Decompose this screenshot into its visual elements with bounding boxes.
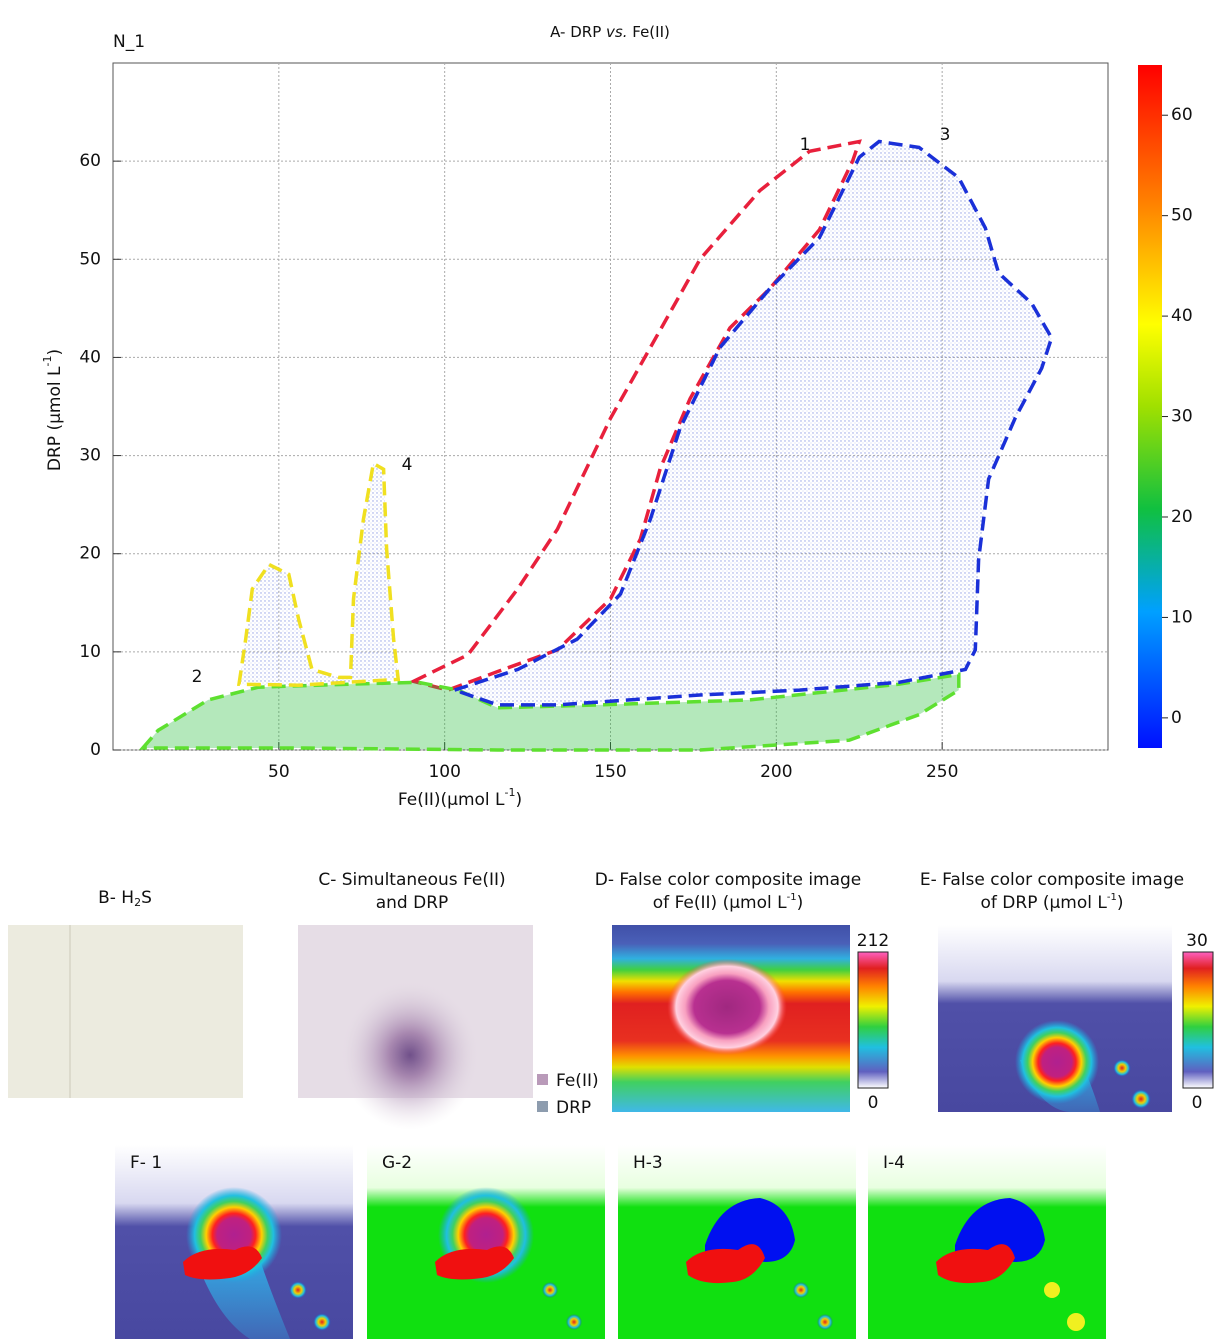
panel-title: D- False color composite image xyxy=(595,870,862,890)
region-outline xyxy=(138,672,961,752)
colorbar-tick-label: 50 xyxy=(1171,206,1193,226)
x-tick-label: 200 xyxy=(760,762,792,782)
image-detail xyxy=(1015,1020,1099,1104)
y-tick-label: 50 xyxy=(79,249,101,269)
colorbar-tick-label: 40 xyxy=(1171,306,1193,326)
panel-title-text: ) xyxy=(797,893,804,913)
panel-title-text: of DRP (µmol L xyxy=(981,893,1108,913)
panel-title: E- False color composite image xyxy=(920,870,1184,890)
subpanel-label: G-2 xyxy=(382,1153,412,1173)
image-detail xyxy=(936,1244,1015,1284)
panel-title: and DRP xyxy=(376,893,449,913)
panel-title-text: of Fe(II) (µmol L xyxy=(653,893,787,913)
colorbar xyxy=(857,951,889,1089)
image-h2s xyxy=(8,925,243,1098)
y-tick-label: 60 xyxy=(79,151,101,171)
legend-label: DRP xyxy=(556,1098,591,1118)
colorbar xyxy=(1138,65,1162,748)
x-tick-label: 250 xyxy=(926,762,958,782)
axis-label-sup: -1 xyxy=(41,356,54,367)
title-text: A- DRP xyxy=(550,23,606,41)
image-detail xyxy=(340,980,480,1130)
image-detail xyxy=(542,1282,558,1298)
colorbar-label: 0 xyxy=(868,1093,879,1113)
image-detail xyxy=(817,1314,833,1330)
y-tick-label: 20 xyxy=(79,544,101,564)
subpanel-label: I-4 xyxy=(883,1153,905,1173)
legend-swatch xyxy=(537,1074,548,1085)
region-outline xyxy=(408,139,862,692)
subpanel-label: H-3 xyxy=(633,1153,663,1173)
image-detail xyxy=(1044,1282,1060,1298)
image-detail xyxy=(566,1314,582,1330)
colorbar-label: 212 xyxy=(857,931,889,951)
panel-title-text: S xyxy=(141,888,152,908)
y-tick-label: 10 xyxy=(79,642,101,662)
x-tick-label: 50 xyxy=(268,762,290,782)
image-detail xyxy=(313,1313,331,1331)
axis-label-text: ) xyxy=(45,349,65,356)
image-detail xyxy=(1067,1313,1085,1331)
image-detail xyxy=(705,1198,795,1262)
image-detail xyxy=(955,1198,1045,1262)
chart-title: A- DRP vs. Fe(II) xyxy=(550,23,670,41)
axis-label-sup: -1 xyxy=(505,786,516,799)
x-tick-label: 100 xyxy=(428,762,460,782)
panel-title: B- H2S xyxy=(98,888,152,909)
y-axis-label: DRP (µmol L-1) xyxy=(41,349,65,471)
colorbar-tick-label: 0 xyxy=(1171,708,1182,728)
region-label: 3 xyxy=(940,125,951,145)
image-detail xyxy=(793,1282,809,1298)
subpanel-label: F- 1 xyxy=(130,1153,162,1173)
image-detail xyxy=(686,1244,765,1284)
axis-label-text: ) xyxy=(515,790,522,810)
colorbar-label: 30 xyxy=(1186,931,1208,951)
region-label: 2 xyxy=(192,667,203,687)
region-label: 1 xyxy=(800,135,811,155)
region-outline xyxy=(449,139,1054,707)
image-detail xyxy=(667,959,787,1055)
scatter-plot: N_1 A- DRP vs. Fe(II) Fe(II)(µmol L-1) D… xyxy=(41,23,1193,811)
colorbar-label: 0 xyxy=(1192,1093,1203,1113)
image-detail xyxy=(1113,1059,1131,1077)
panel-title-sub: 2 xyxy=(134,896,141,909)
panel-label: N_1 xyxy=(113,32,145,52)
image-detail xyxy=(183,1246,262,1280)
colorbar-tick-label: 20 xyxy=(1171,507,1193,527)
panel-title-sup: -1 xyxy=(787,892,797,903)
x-axis-label: Fe(II)(µmol L-1) xyxy=(398,786,522,810)
image-detail xyxy=(289,1281,307,1299)
image-panels: B- H2S C- Simultaneous Fe(II) and DRP D-… xyxy=(8,870,1214,1339)
colorbar-tick-label: 30 xyxy=(1171,407,1193,427)
region-outline xyxy=(236,460,401,687)
image-detail xyxy=(435,1246,514,1280)
axis-label-text: Fe(II)(µmol L xyxy=(398,790,505,810)
title-text: Fe(II) xyxy=(628,23,670,41)
legend-label: Fe(II) xyxy=(556,1071,599,1091)
title-text: vs. xyxy=(606,23,627,41)
image-detail xyxy=(1131,1089,1151,1109)
colorbar-tick-label: 60 xyxy=(1171,105,1193,125)
panel-title-text: B- H xyxy=(98,888,134,908)
axis-label-text: DRP (µmol L xyxy=(45,366,65,471)
panel-title: C- Simultaneous Fe(II) xyxy=(318,870,505,890)
panel-title-text: ) xyxy=(1117,893,1124,913)
panel-title: of Fe(II) (µmol L-1) xyxy=(653,892,803,913)
panel-title: of DRP (µmol L-1) xyxy=(981,892,1124,913)
region-label: 4 xyxy=(402,455,413,475)
legend-swatch xyxy=(537,1101,548,1112)
colorbar-tick-label: 10 xyxy=(1171,607,1193,627)
panel-title-sup: -1 xyxy=(1107,892,1117,903)
x-tick-label: 150 xyxy=(594,762,626,782)
y-tick-label: 40 xyxy=(79,347,101,367)
y-tick-label: 0 xyxy=(90,740,101,760)
y-tick-label: 30 xyxy=(79,446,101,466)
colorbar xyxy=(1182,951,1214,1089)
